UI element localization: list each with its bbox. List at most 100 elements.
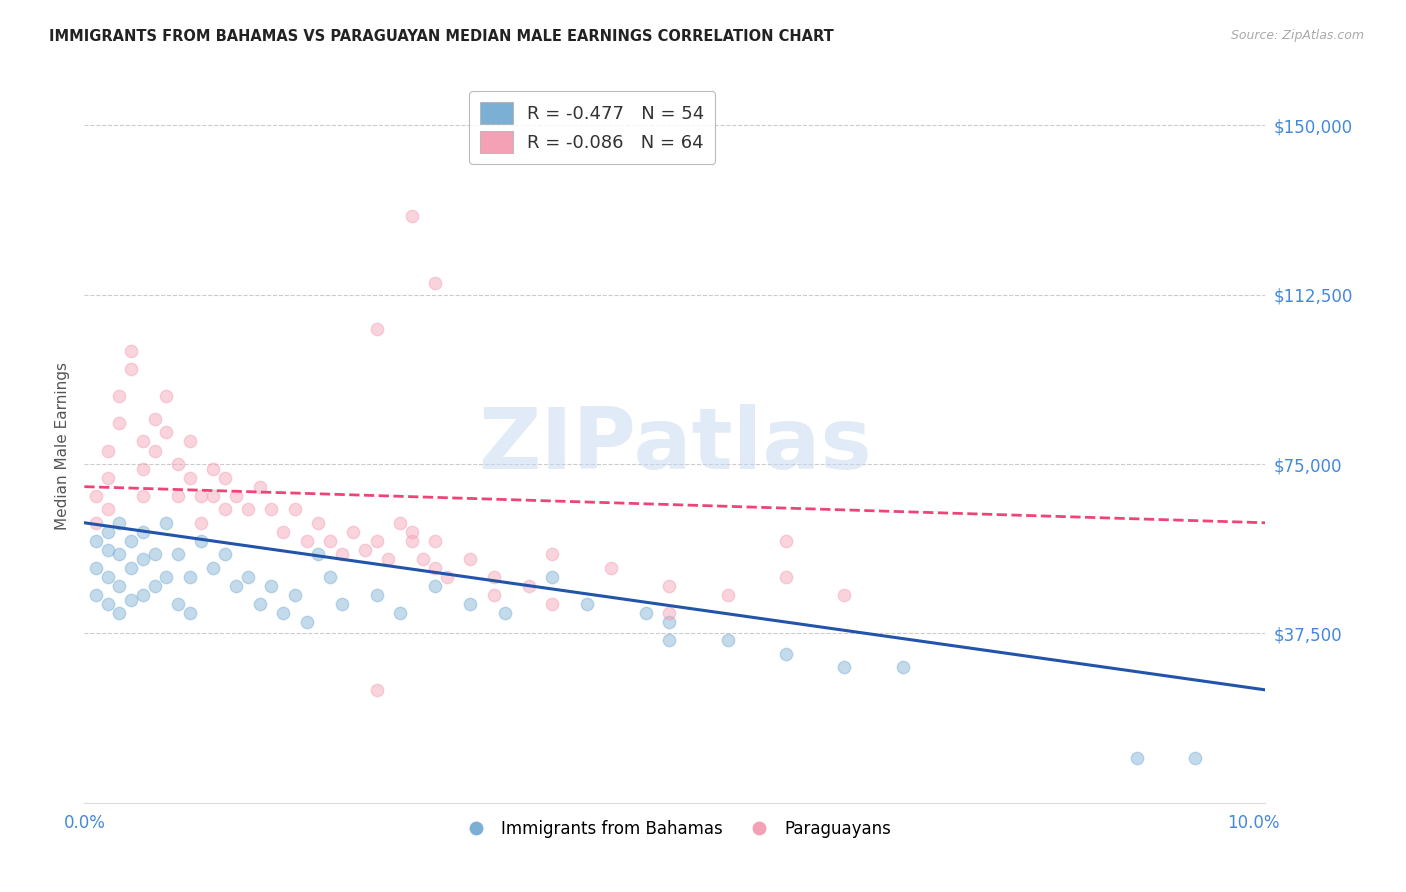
Point [658,615,681,629]
Point [179,470,201,484]
Point [214,502,236,516]
Point [284,502,307,516]
Point [377,552,399,566]
Point [716,588,738,602]
Point [143,412,166,426]
Point [599,561,621,575]
Point [541,570,564,584]
Point [84,561,107,575]
Point [120,362,142,376]
Point [201,461,224,475]
Point [401,524,423,539]
Point [167,457,190,471]
Point [366,533,388,548]
Point [155,389,177,403]
Point [1126,750,1149,764]
Point [576,597,599,611]
Point [84,588,107,602]
Point [249,597,271,611]
Point [425,561,447,575]
Point [366,588,388,602]
Point [179,434,201,449]
Point [97,542,120,557]
Point [634,606,657,620]
Point [284,588,307,602]
Point [482,588,505,602]
Point [271,524,294,539]
Point [295,615,318,629]
Point [658,606,681,620]
Point [201,489,224,503]
Point [179,570,201,584]
Point [775,533,797,548]
Point [458,597,481,611]
Point [425,579,447,593]
Point [190,533,212,548]
Point [366,321,388,335]
Point [225,579,247,593]
Point [436,570,458,584]
Point [1184,750,1206,764]
Point [236,502,259,516]
Point [155,425,177,440]
Point [120,592,142,607]
Point [658,633,681,648]
Point [84,489,107,503]
Point [84,533,107,548]
Point [834,660,856,674]
Text: Source: ZipAtlas.com: Source: ZipAtlas.com [1230,29,1364,42]
Point [401,209,423,223]
Point [389,516,412,530]
Point [132,461,155,475]
Point [97,597,120,611]
Point [132,524,155,539]
Point [201,561,224,575]
Point [108,548,131,562]
Point [658,579,681,593]
Point [132,489,155,503]
Point [236,570,259,584]
Point [458,552,481,566]
Point [541,597,564,611]
Point [330,548,353,562]
Point [271,606,294,620]
Legend: Immigrants from Bahamas, Paraguayans: Immigrants from Bahamas, Paraguayans [453,814,897,845]
Point [775,647,797,661]
Point [225,489,247,503]
Point [190,516,212,530]
Point [132,588,155,602]
Point [425,533,447,548]
Point [108,417,131,431]
Text: ZIPatlas: ZIPatlas [478,404,872,488]
Point [260,579,283,593]
Point [775,570,797,584]
Point [482,570,505,584]
Point [108,606,131,620]
Point [354,542,377,557]
Point [330,597,353,611]
Point [132,434,155,449]
Point [120,561,142,575]
Point [120,344,142,359]
Point [143,579,166,593]
Point [249,480,271,494]
Y-axis label: Median Male Earnings: Median Male Earnings [55,362,70,530]
Point [834,588,856,602]
Point [155,516,177,530]
Point [517,579,540,593]
Point [97,470,120,484]
Point [155,570,177,584]
Point [108,516,131,530]
Point [319,533,342,548]
Point [97,443,120,458]
Point [108,389,131,403]
Point [494,606,516,620]
Point [342,524,364,539]
Point [108,579,131,593]
Point [97,524,120,539]
Point [97,570,120,584]
Point [716,633,738,648]
Point [179,606,201,620]
Point [412,552,434,566]
Point [84,516,107,530]
